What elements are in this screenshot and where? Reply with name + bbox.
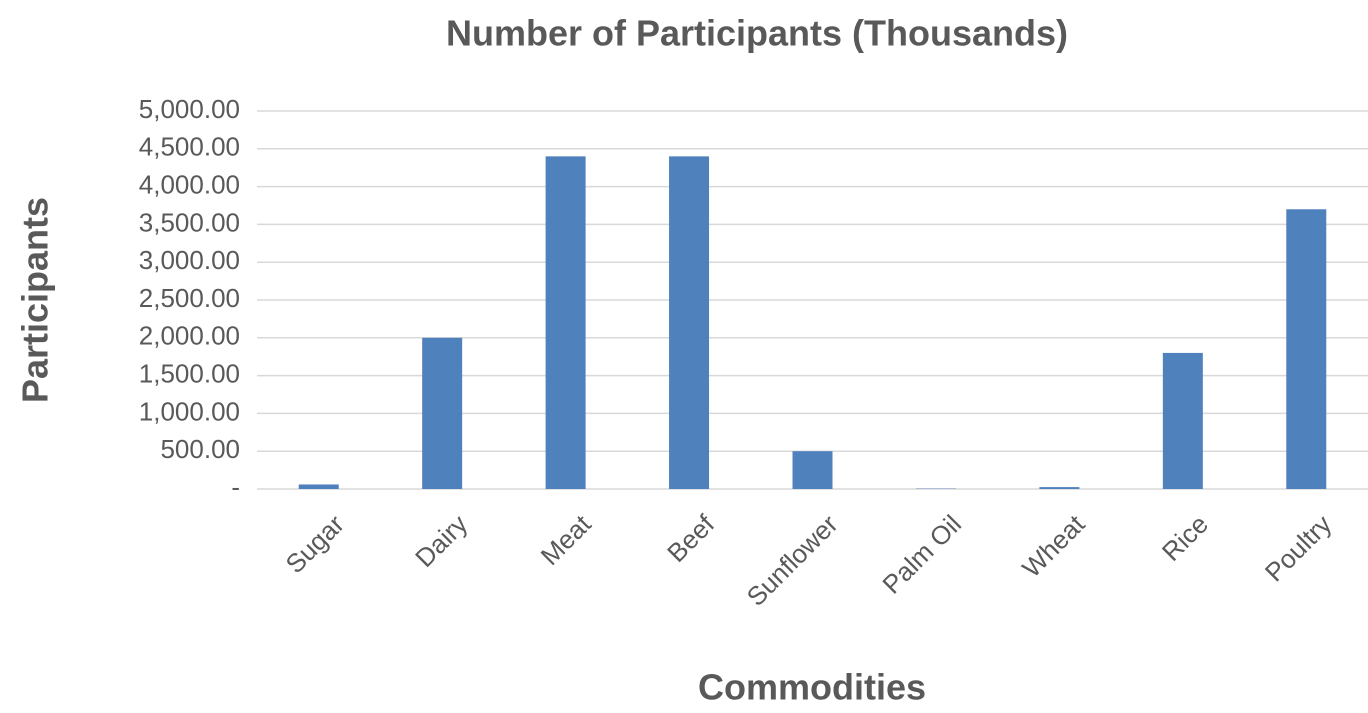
y-tick-label: - (231, 472, 240, 502)
x-tick-label: Wheat (1016, 508, 1091, 583)
x-tick-label: Poultry (1259, 509, 1337, 587)
y-tick-label: 3,500.00 (139, 207, 240, 237)
x-tick-label: Rice (1156, 509, 1214, 567)
y-tick-label: 1,500.00 (139, 358, 240, 388)
x-tick-label: Dairy (409, 509, 473, 573)
y-tick-label: 5,000.00 (139, 94, 240, 124)
x-tick-label: Sugar (280, 509, 351, 580)
bar (298, 484, 339, 489)
y-axis-title: Participants (15, 197, 56, 403)
y-tick-label: 1,000.00 (139, 396, 240, 426)
y-tick-label: 4,000.00 (139, 169, 240, 199)
x-tick-label: Beef (661, 508, 721, 568)
x-axis-title: Commodities (698, 667, 926, 708)
bar (1286, 209, 1327, 489)
y-tick-label: 3,000.00 (139, 245, 240, 275)
bar (1039, 487, 1080, 489)
x-tick-label: Meat (535, 508, 598, 571)
y-tick-label: 2,500.00 (139, 283, 240, 313)
chart-title: Number of Participants (Thousands) (446, 13, 1068, 54)
bar (545, 156, 586, 490)
bar (422, 337, 463, 489)
bar (1162, 352, 1203, 489)
y-tick-label: 4,500.00 (139, 132, 240, 162)
x-tick-label: Sunflower (741, 509, 844, 612)
bar (669, 156, 710, 490)
bar (792, 451, 833, 489)
x-tick-label: Palm Oil (876, 509, 967, 600)
y-tick-label: 2,000.00 (139, 321, 240, 351)
y-tick-label: 500.00 (160, 434, 240, 464)
